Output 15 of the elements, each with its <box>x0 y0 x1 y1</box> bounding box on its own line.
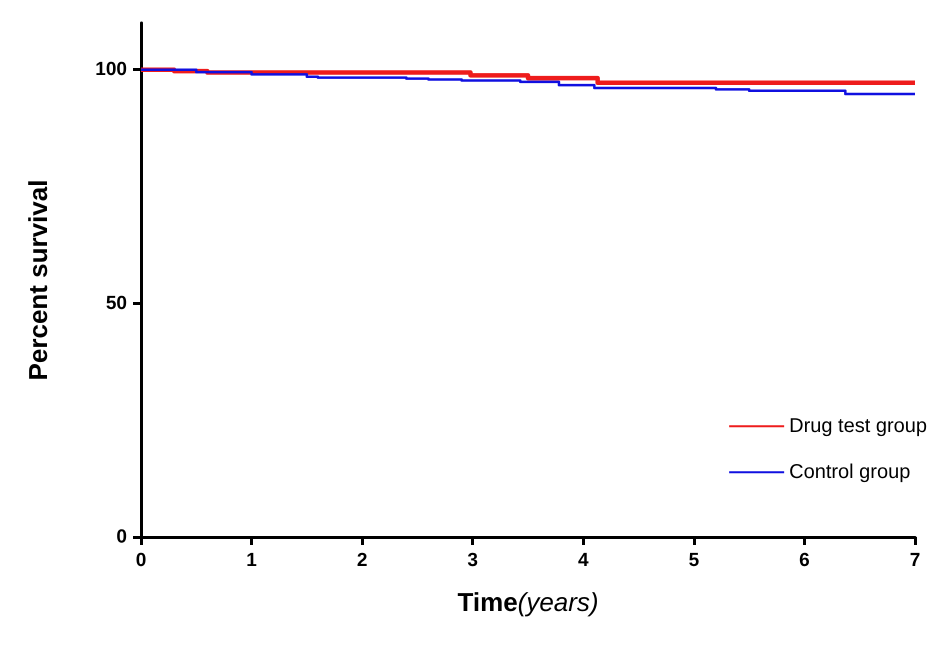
y-tick-label: 0 <box>116 526 127 548</box>
x-tick-label: 1 <box>246 550 258 571</box>
y-tick-label: 50 <box>106 292 127 314</box>
legend-label: Control group <box>789 461 910 484</box>
x-tick-label: 6 <box>799 550 810 571</box>
x-tick-label: 5 <box>688 550 700 571</box>
y-axis-title: Percent survival <box>23 180 53 380</box>
x-tick-label: 2 <box>356 550 368 571</box>
y-tick-label: 100 <box>95 59 127 80</box>
x-tick-label: 4 <box>578 550 589 571</box>
x-tick-label: 7 <box>910 550 920 571</box>
x-axis-title: Time(years) <box>457 587 599 617</box>
x-tick-label: 0 <box>136 550 146 571</box>
x-tick-label: 3 <box>467 550 478 571</box>
legend-label: Drug test group <box>789 415 928 438</box>
